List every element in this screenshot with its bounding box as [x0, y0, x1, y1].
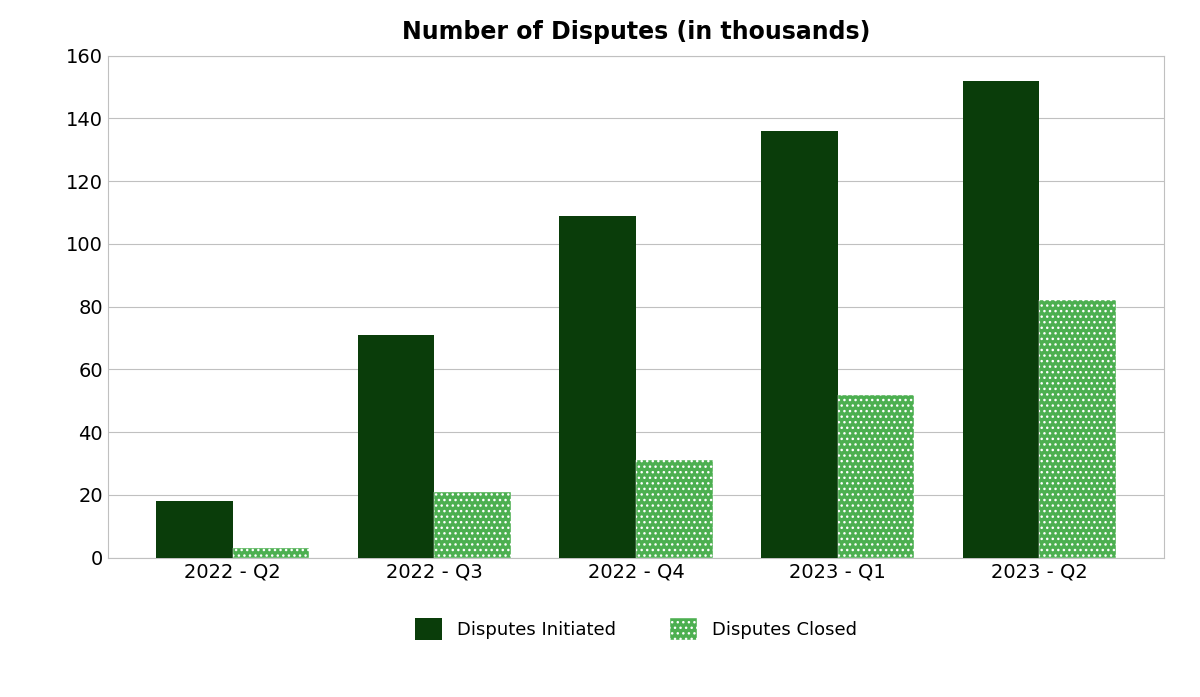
Bar [962, 81, 1039, 558]
Bar [761, 131, 838, 558]
Bar [358, 335, 434, 558]
Bar [559, 216, 636, 558]
Bar [838, 395, 914, 558]
Legend: Disputes Initiated, Disputes Closed: Disputes Initiated, Disputes Closed [407, 609, 865, 649]
Bar [636, 460, 713, 558]
Bar [1039, 300, 1116, 558]
Bar [156, 501, 233, 558]
Title: Number of Disputes (in thousands): Number of Disputes (in thousands) [402, 20, 870, 44]
Bar [434, 491, 511, 558]
Bar [233, 548, 310, 558]
